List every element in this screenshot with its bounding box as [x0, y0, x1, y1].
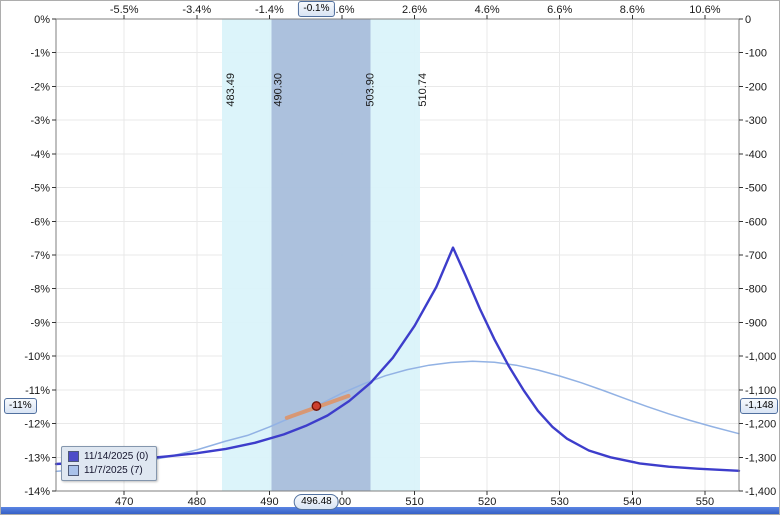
band-price-label: 490.30	[273, 73, 285, 107]
band-price-label: 503.90	[364, 73, 376, 107]
right-axis-value-label: -1,000	[745, 351, 776, 363]
right-axis-value-label: -1,200	[745, 419, 776, 431]
top-axis-percent-label: -3.4%	[182, 4, 211, 16]
right-axis-value-label: 0	[745, 14, 751, 26]
y-axis-percent-label: -14%	[24, 486, 50, 498]
series-swatch-icon	[68, 465, 79, 476]
y-axis-percent-label: -2%	[30, 81, 50, 93]
top-axis-percent-label: 8.6%	[620, 4, 645, 16]
top-axis-percent-label: 6.6%	[547, 4, 572, 16]
x-axis-price-label: 510	[405, 496, 423, 508]
x-axis-price-label: 470	[115, 496, 133, 508]
right-value-callout: -1,148	[740, 398, 779, 415]
y-axis-percent-label: -11%	[25, 385, 50, 397]
y-axis-percent-label: -9%	[30, 317, 50, 329]
y-axis-percent-label: -3%	[30, 115, 50, 127]
legend-item-expiration[interactable]: 11/14/2025 (0)	[68, 451, 148, 462]
top-price-change-callout: -0.1%	[298, 1, 335, 17]
right-axis-value-label: -500	[745, 183, 767, 195]
right-axis-value-label: -200	[745, 81, 767, 93]
legend-item-t7[interactable]: 11/7/2025 (7)	[68, 465, 148, 476]
x-axis-price-label: 540	[623, 496, 641, 508]
y-axis-percent-label: 0%	[34, 14, 50, 26]
y-axis-percent-label: -6%	[30, 216, 50, 228]
top-axis-percent-label: 0.6%	[329, 4, 354, 16]
right-axis-value-label: -800	[745, 284, 767, 296]
inner-price-range-band	[271, 19, 371, 491]
right-axis-value-label: -300	[745, 115, 767, 127]
y-axis-percent-label: -10%	[24, 351, 50, 363]
band-price-label: 483.49	[225, 73, 237, 107]
y-axis-percent-label: -8%	[30, 284, 50, 296]
top-axis-percent-label: 10.6%	[689, 4, 720, 16]
top-axis-percent-label: 4.6%	[475, 4, 500, 16]
bottom-price-callout[interactable]: 496.48	[294, 494, 339, 510]
y-axis-percent-label: -1%	[30, 48, 50, 60]
pl-curve-0	[54, 246, 741, 472]
current-price-marker[interactable]	[311, 401, 322, 411]
y-axis-percent-label: -7%	[30, 250, 50, 262]
right-axis-value-label: -900	[745, 317, 767, 329]
right-axis-value-label: -600	[745, 216, 767, 228]
pl-curve-1	[55, 360, 740, 473]
y-axis-percent-label: -12%	[24, 419, 50, 431]
right-axis-value-label: -400	[745, 149, 767, 161]
y-axis-percent-label: -13%	[24, 452, 50, 464]
right-axis-value-label: -1,300	[745, 452, 776, 464]
right-axis-value-label: -100	[745, 48, 767, 60]
left-percent-callout: -11%	[4, 398, 37, 415]
right-axis-value-label: -1,100	[745, 385, 776, 397]
top-axis-percent-label: 2.6%	[402, 4, 427, 16]
x-axis-price-label: 520	[478, 496, 496, 508]
legend-label: 11/14/2025 (0)	[84, 451, 149, 462]
window-bottom-bar	[1, 507, 779, 514]
y-axis-percent-label: -4%	[30, 149, 50, 161]
right-axis-value-label: -700	[745, 250, 767, 262]
x-axis-price-label: 480	[188, 496, 206, 508]
band-price-label: 510.74	[417, 73, 429, 107]
x-axis-price-label: 530	[551, 496, 569, 508]
series-swatch-icon	[68, 451, 79, 462]
x-axis-price-label: 490	[260, 496, 278, 508]
y-axis-percent-label: -5%	[30, 183, 50, 195]
top-axis-percent-label: -5.5%	[110, 4, 139, 16]
legend-label: 11/7/2025 (7)	[84, 465, 143, 476]
x-axis-price-label: 550	[696, 496, 714, 508]
right-axis-value-label: -1,400	[745, 486, 776, 498]
top-axis-percent-label: -1.4%	[255, 4, 284, 16]
legend: 11/14/2025 (0) 11/7/2025 (7)	[61, 446, 158, 481]
